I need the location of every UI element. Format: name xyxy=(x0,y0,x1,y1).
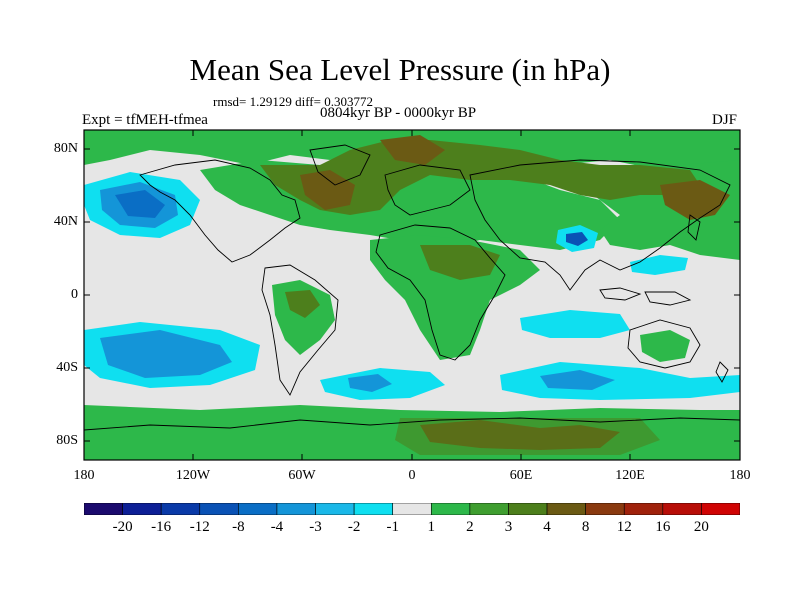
antarctica-olive xyxy=(395,418,660,455)
lon-label-120w: 120W xyxy=(175,468,211,483)
s-pacific-negative xyxy=(84,322,260,388)
australia-positive xyxy=(640,330,690,362)
eurasia-positive xyxy=(560,160,740,260)
colorbar-tick-label: 8 xyxy=(581,519,590,535)
rmsd-diff-stats: rmsd= 1.29129 diff= 0.303772 xyxy=(213,94,373,109)
experiment-label: Expt = tfMEH-tfmea xyxy=(82,112,208,128)
colorbar-tick-label: 3 xyxy=(504,519,513,535)
colorbar-swatch xyxy=(469,503,509,515)
colorbar-swatch xyxy=(585,503,625,515)
colorbar-swatch xyxy=(623,503,664,515)
s-atlantic-blue xyxy=(348,374,392,392)
colorbar xyxy=(84,503,740,515)
lon-label-0: 0 xyxy=(408,468,416,483)
n-pacific-negative xyxy=(84,172,200,238)
tibet-dark xyxy=(566,232,588,246)
colorbar-tick-label: 1 xyxy=(427,519,436,535)
colorbar-tick-label: -4 xyxy=(270,519,284,535)
colorbar-tick-label: 20 xyxy=(693,519,709,535)
south-america-positive xyxy=(272,280,335,355)
map-title: Mean Sea Level Pressure (in hPa) xyxy=(189,52,611,87)
lon-label-180e: 180 xyxy=(729,468,751,483)
lat-label-0: 0 xyxy=(71,287,78,302)
lon-ticks xyxy=(83,130,741,460)
coastlines xyxy=(84,144,740,431)
colorbar-tick-label: 4 xyxy=(543,519,551,535)
colorbar-tick-label: 2 xyxy=(466,519,474,535)
n-atlantic-positive xyxy=(200,150,620,250)
colorbar-swatch xyxy=(662,503,702,515)
plot-frame xyxy=(83,129,741,461)
n-pacific-blue xyxy=(100,182,178,228)
arctic-positive-region xyxy=(84,130,740,172)
siberia-brown xyxy=(660,180,730,220)
time-period-subtitle: 0804kyr BP - 0000kyr BP xyxy=(320,105,477,121)
colorbar-swatch xyxy=(122,503,162,515)
season-label: DJF xyxy=(712,112,738,128)
s-indian-negative xyxy=(500,362,740,400)
colorbar-swatch xyxy=(546,503,586,515)
colorbar-tick-label: -2 xyxy=(347,519,361,535)
colorbar-tick-label: -20 xyxy=(112,519,133,535)
tibet-negative xyxy=(556,225,598,252)
colorbar-swatch xyxy=(238,503,278,515)
indian-ocean-negative xyxy=(520,310,630,338)
lat-label-80s: 80S xyxy=(56,433,78,448)
colorbar-swatch xyxy=(392,503,432,515)
lon-label-60e: 60E xyxy=(509,468,533,483)
colorbar-swatch xyxy=(276,503,316,515)
south-america-olive xyxy=(285,290,320,318)
lon-label-120e: 120E xyxy=(615,468,645,483)
africa-positive xyxy=(370,235,540,360)
w-pacific-negative xyxy=(630,255,688,275)
colorbar-tick-label: -12 xyxy=(189,519,210,535)
colorbar-swatch xyxy=(84,503,123,515)
colorbar-swatch xyxy=(315,503,355,515)
n-atlantic-dark xyxy=(260,140,700,215)
lat-label-80n: 80N xyxy=(53,141,78,156)
colorbar-tick-label: 16 xyxy=(655,519,671,535)
s-atlantic-negative xyxy=(320,368,445,400)
colorbar-tick-label: 12 xyxy=(616,519,632,535)
s-pacific-blue xyxy=(100,330,232,378)
lat-label-40s: 40S xyxy=(56,360,78,375)
n-pacific-dark xyxy=(115,190,165,218)
lat-ticks xyxy=(84,148,740,442)
colorbar-tick-label: -3 xyxy=(309,519,322,535)
lon-label-180w: 180 xyxy=(73,468,95,483)
colorbar-swatch xyxy=(199,503,239,515)
colorbar-tick-label: -1 xyxy=(386,519,399,535)
colorbar-swatch xyxy=(160,503,201,515)
colorbar-swatch xyxy=(508,503,548,515)
neutral-field xyxy=(84,130,740,460)
lat-label-40n: 40N xyxy=(53,214,78,229)
s-indian-blue xyxy=(540,370,615,390)
colorbar-tick-label: -16 xyxy=(151,519,172,535)
antarctica-brown xyxy=(420,420,620,450)
colorbar-swatch xyxy=(430,503,471,515)
lon-label-60w: 60W xyxy=(288,468,316,483)
colorbar-swatch xyxy=(701,503,740,515)
colorbar-tick-label: -8 xyxy=(232,519,245,535)
arctic-brown xyxy=(380,135,445,165)
colorbar-swatch xyxy=(353,503,394,515)
europe-brown xyxy=(300,170,355,210)
southern-ocean-positive xyxy=(84,405,740,460)
sahara-olive xyxy=(420,245,500,280)
